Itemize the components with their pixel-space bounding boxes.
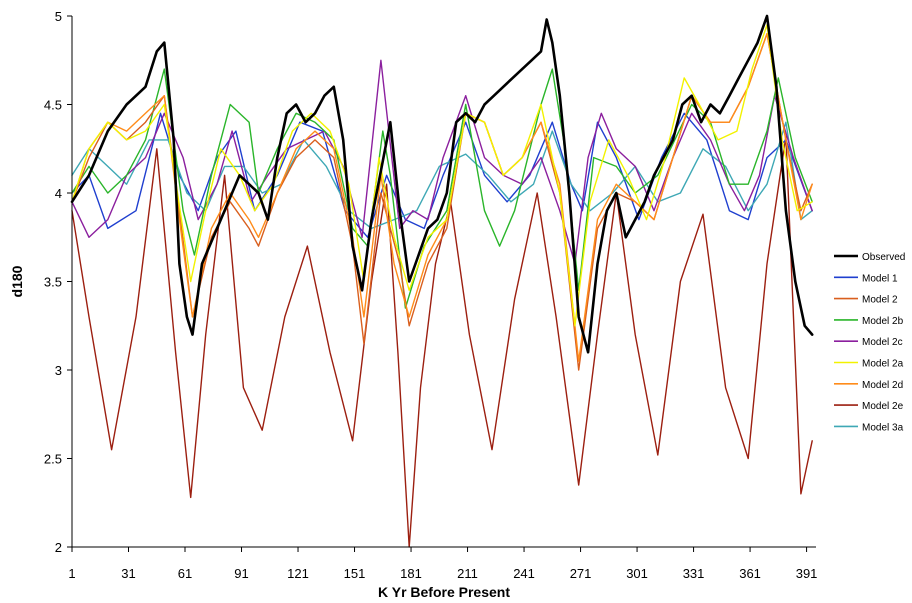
- y-tick-label: 4.5: [44, 98, 62, 113]
- y-tick-label: 3: [55, 363, 62, 378]
- y-tick-label: 2.5: [44, 452, 62, 467]
- legend-label: Model 2a: [862, 359, 904, 370]
- y-tick-label: 2: [55, 540, 62, 555]
- series-line-model-1: [71, 112, 813, 239]
- series-line-model-2d: [71, 33, 813, 362]
- legend-label: Model 1: [862, 273, 898, 284]
- series-line-model-2c: [71, 59, 813, 265]
- x-tick-label: 301: [626, 566, 648, 581]
- x-tick-label: 151: [344, 566, 366, 581]
- legend-label: Model 3a: [862, 422, 904, 433]
- x-tick-label: 241: [513, 566, 535, 581]
- x-tick-label: 121: [287, 566, 309, 581]
- x-tick-label: 211: [457, 566, 478, 581]
- series-line-model-2e: [71, 135, 813, 548]
- x-tick-label: 91: [234, 566, 248, 581]
- y-axis-title: d180: [9, 265, 25, 297]
- x-tick-label: 331: [683, 566, 705, 581]
- legend-label: Model 2c: [862, 337, 903, 348]
- series-line-observed: [70, 14, 814, 354]
- legend-label: Model 2d: [862, 380, 903, 391]
- x-axis-title: K Yr Before Present: [378, 584, 510, 600]
- x-tick-label: 271: [570, 566, 592, 581]
- y-tick-label: 4: [55, 186, 62, 201]
- x-tick-label: 181: [400, 566, 422, 581]
- series-line-model-2a: [71, 24, 813, 327]
- legend-label: Observed: [862, 252, 905, 263]
- y-tick-label: 3.5: [44, 275, 62, 290]
- series-line-model-2b: [71, 68, 813, 309]
- legend-label: Model 2e: [862, 401, 904, 412]
- legend: Observed Model 1 Model 2 Model 2b Model 2c Mo…: [834, 252, 905, 433]
- axes-layer: 2 2.5 3 3.5 4 4.5 5 1 31 61 91 121 151 181 211 241 271 30…: [44, 9, 818, 581]
- series-line-model-3a: [71, 121, 813, 230]
- legend-label: Model 2b: [862, 316, 904, 327]
- y-tick-label: 5: [55, 9, 62, 24]
- x-tick-label: 361: [739, 566, 761, 581]
- series-line-model-2: [71, 33, 813, 371]
- series-layer: [70, 14, 814, 548]
- x-tick-label: 1: [68, 566, 75, 581]
- legend-label: Model 2: [862, 295, 898, 306]
- x-tick-label: 31: [121, 566, 135, 581]
- x-tick-label: 61: [178, 566, 192, 581]
- x-tick-label: 391: [796, 566, 818, 581]
